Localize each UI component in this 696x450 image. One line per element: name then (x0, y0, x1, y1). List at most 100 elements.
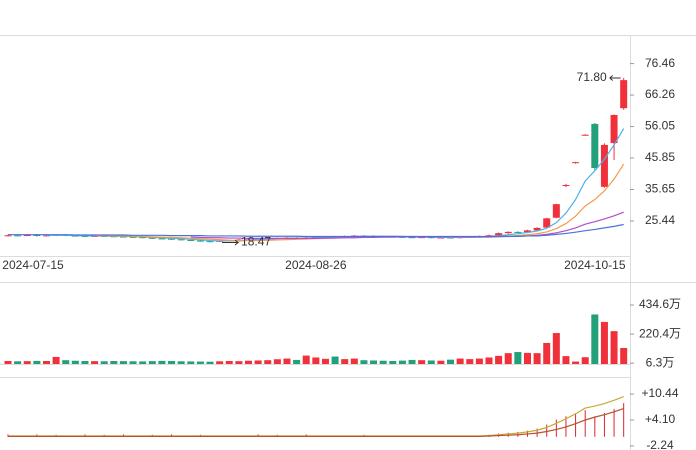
volume-bar (206, 361, 214, 364)
volume-bar (100, 361, 108, 364)
volume-bar (591, 314, 599, 364)
max-label: 71.80 (577, 70, 607, 84)
volume-bar (600, 321, 608, 364)
volume-bar (23, 361, 31, 364)
candle-body (610, 114, 618, 144)
candle-body (552, 204, 560, 218)
candle-body (139, 237, 147, 239)
volume-bar (543, 342, 551, 364)
candle-body (485, 235, 493, 237)
volume-bar (312, 357, 320, 364)
line (8, 223, 624, 238)
volume-bar (398, 360, 406, 364)
volume-bar (495, 355, 503, 364)
candle-body (129, 236, 137, 238)
candle-body (158, 238, 166, 240)
indicator-bar (603, 413, 605, 437)
x-tick-label: 2024-08-26 (285, 258, 347, 272)
volume-bar (408, 359, 416, 364)
volume-bar (62, 360, 70, 364)
volume-bar (187, 361, 195, 364)
candle-body (196, 240, 204, 242)
volume-bar (447, 359, 455, 364)
candle-body (572, 162, 580, 164)
volume-bar (235, 361, 243, 364)
candle-body (177, 239, 185, 241)
candle-body (495, 233, 503, 236)
candle-body (148, 237, 156, 239)
x-tick-label: 2024-07-15 (2, 258, 64, 272)
volume-bar (302, 355, 310, 364)
volume-bar (110, 361, 118, 364)
candle-body (168, 238, 176, 240)
candle-body (562, 185, 570, 187)
candle-body (33, 234, 41, 236)
volume-bar (14, 361, 22, 364)
volume-bar (350, 358, 358, 364)
volume-bar (418, 360, 426, 364)
volume-bar (245, 360, 252, 364)
candle-body (514, 231, 522, 233)
volume-bar (52, 356, 60, 364)
volume-bar (437, 360, 445, 364)
volume-bar (533, 353, 541, 364)
candle-body (23, 234, 31, 236)
candle-body (620, 80, 628, 109)
candle-body (591, 123, 599, 169)
candle-body (600, 144, 608, 187)
volume-bar (33, 360, 41, 364)
volume-bar (216, 361, 224, 364)
volume-bar (572, 361, 580, 364)
volume-bar (504, 353, 512, 364)
volume-bar (552, 333, 560, 364)
min-arrow (222, 239, 240, 246)
candle-body (408, 237, 416, 239)
volume-bar (379, 360, 387, 364)
volume-bar (389, 361, 397, 364)
volume-bar (168, 361, 176, 364)
candle-body (81, 235, 89, 237)
candle-body (543, 218, 551, 228)
y-tick-label: 45.85 (645, 150, 675, 164)
indicator-bar (546, 424, 548, 437)
indicator-bar (584, 410, 586, 437)
volume-bar (331, 356, 339, 364)
volume-bar (81, 361, 89, 364)
volume-bar (158, 360, 166, 364)
indicator-bar (594, 416, 596, 437)
candle-body (206, 241, 214, 243)
volume-bar (475, 358, 483, 364)
max-arrow (609, 75, 621, 81)
y-tick-label: 434.6万 (639, 297, 681, 311)
volume-bar (225, 361, 233, 364)
volume-bar (293, 359, 301, 364)
volume-bar (321, 358, 329, 364)
y-tick-label: 6.3万 (646, 355, 675, 369)
volume-bar (264, 360, 272, 364)
indicator-bar (575, 413, 577, 437)
volume-bar (360, 360, 368, 364)
volume-bar (129, 361, 137, 364)
line (46, 128, 625, 242)
volume-bar (139, 361, 147, 364)
x-tick-label: 2024-10-15 (564, 258, 626, 272)
y-tick-label: 66.26 (645, 87, 675, 101)
volume-bar (254, 360, 262, 364)
candle-body (504, 231, 512, 234)
volume-bar (466, 359, 474, 364)
y-tick-label: 220.4万 (639, 326, 681, 340)
volume-bar (273, 359, 281, 364)
y-tick-label: 76.46 (645, 56, 675, 70)
candle-body (119, 236, 127, 238)
volume-bar (196, 361, 204, 364)
volume-bar (177, 361, 185, 364)
y-tick-label: +10.44 (641, 386, 678, 400)
volume-bar (610, 331, 618, 364)
volume-bar (456, 358, 464, 364)
volume-bar (71, 360, 79, 364)
candle-body (581, 134, 589, 136)
candle-body (187, 239, 195, 241)
line (8, 407, 624, 437)
indicator-bar (613, 408, 615, 437)
